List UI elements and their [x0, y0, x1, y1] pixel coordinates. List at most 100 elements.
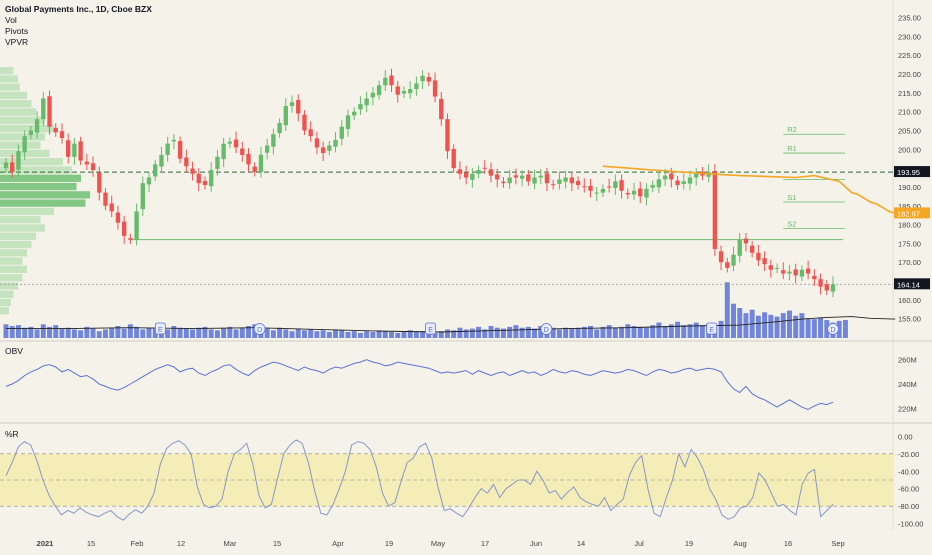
candle-body — [768, 265, 773, 270]
volume-bar — [283, 329, 289, 338]
volume-bar — [482, 329, 488, 338]
candle-body — [756, 252, 761, 261]
candle-body — [165, 143, 170, 155]
volume-bar — [500, 328, 506, 338]
candle-body — [345, 115, 351, 129]
study-vol-label[interactable]: Vol — [5, 15, 17, 25]
time-tick-label: 15 — [273, 539, 281, 548]
price-tick-label: 200.00 — [898, 145, 921, 154]
time-tick-label: Aug — [733, 539, 746, 548]
obv-tick-label: 240M — [898, 380, 917, 389]
candle-body — [737, 239, 742, 256]
candle-body — [339, 126, 344, 139]
time-tick-label: Mar — [224, 539, 237, 548]
event-marker-label: E — [709, 327, 714, 334]
price-tick-label: 215.00 — [898, 89, 921, 98]
candle-body — [302, 114, 307, 131]
volume-bar — [401, 331, 407, 338]
volume-bar — [109, 327, 115, 338]
volume-bar — [699, 325, 705, 338]
volume-bar — [103, 329, 108, 338]
obv-line — [5, 359, 834, 411]
candle-body — [134, 211, 139, 240]
candle-body — [830, 284, 836, 292]
volume-bar — [525, 326, 531, 338]
earnings-marker: E — [706, 322, 718, 335]
volume-profile-bar — [0, 298, 11, 307]
wr-tick-label: -80.00 — [898, 502, 919, 511]
candle-body — [613, 181, 618, 189]
candle-body — [153, 164, 158, 177]
price-pane: 235.00 230.00 225.00 220.00 215.00 210.00 205.… — [0, 0, 932, 530]
volume-bar — [382, 331, 388, 338]
candle-body — [420, 75, 425, 82]
williams-r-pane: 0.00 -20.00 -40.00 -60.00 -80.00 -100.00 — [0, 432, 923, 529]
price-tick-label: 220.00 — [898, 70, 921, 79]
volume-bar — [146, 327, 152, 338]
chart-legend: Global Payments Inc., 1D, Cboe BZX Vol P… — [5, 4, 152, 48]
volume-bar — [227, 326, 233, 338]
volume-bar — [687, 324, 693, 338]
candle-body — [694, 173, 699, 178]
candle-body — [327, 145, 332, 151]
volume-profile-bar — [0, 199, 86, 207]
time-tick-label: 17 — [481, 539, 489, 548]
candle-body — [526, 174, 531, 182]
candle-body — [662, 175, 668, 180]
price-tick-label: 190.00 — [898, 183, 921, 192]
time-tick-label: Feb — [131, 539, 144, 548]
event-marker-label: E — [428, 327, 433, 334]
volume-bar — [836, 320, 842, 338]
candle-body — [90, 163, 96, 170]
study-vpvr-label[interactable]: VPVR — [5, 37, 29, 47]
volume-bar — [190, 329, 196, 338]
time-tick-label: 19 — [385, 539, 393, 548]
volume-profile-bar — [0, 240, 32, 249]
wr-tick-label: -40.00 — [898, 467, 919, 476]
last-price-tag: 164.14 — [897, 280, 920, 289]
volume-bar — [376, 330, 382, 338]
volume-profile-bar — [0, 141, 41, 149]
candle-body — [53, 127, 58, 133]
volume-bar — [59, 328, 65, 338]
volume-bar — [842, 320, 848, 338]
candle-body — [159, 154, 164, 167]
candle-body — [233, 139, 239, 148]
candle-body — [140, 183, 145, 210]
volume-bar — [488, 326, 494, 338]
price-tick-label: 230.00 — [898, 32, 921, 41]
obv-pane: 260M 240M 220M — [5, 356, 917, 413]
volume-bar — [606, 325, 612, 338]
symbol-title[interactable]: Global Payments Inc., 1D, Cboe BZX — [5, 4, 152, 14]
candle-body — [121, 221, 127, 236]
earnings-marker-box — [706, 322, 718, 335]
candle-body — [10, 162, 15, 172]
volume-bar — [264, 328, 270, 338]
candle-body — [488, 169, 494, 176]
volume-bar — [28, 326, 34, 338]
volume-profile-bar — [0, 257, 23, 265]
candle-body — [793, 269, 798, 276]
volume-bar — [600, 326, 606, 338]
volume-bar — [314, 331, 320, 338]
candle-body — [97, 172, 102, 193]
study-pivots-label[interactable]: Pivots — [5, 26, 29, 36]
candle-body — [383, 77, 388, 86]
candle-body — [221, 143, 226, 160]
candle-body — [395, 86, 400, 95]
price-tick-label: 185.00 — [898, 202, 921, 211]
volume-bar — [413, 332, 419, 338]
volume-bar — [588, 326, 593, 338]
candle-body — [246, 153, 251, 165]
dividend-marker: D — [827, 323, 839, 335]
volume-profile-bar — [0, 83, 20, 91]
candle-body — [252, 166, 257, 172]
obv-tick-label: 220M — [898, 404, 917, 413]
volume-profile-bar — [0, 282, 18, 290]
volume-profile-bar — [0, 66, 14, 75]
candle-body — [507, 177, 512, 184]
earnings-marker-box — [154, 322, 166, 335]
candle-body — [370, 92, 376, 98]
candle-body — [271, 134, 276, 147]
